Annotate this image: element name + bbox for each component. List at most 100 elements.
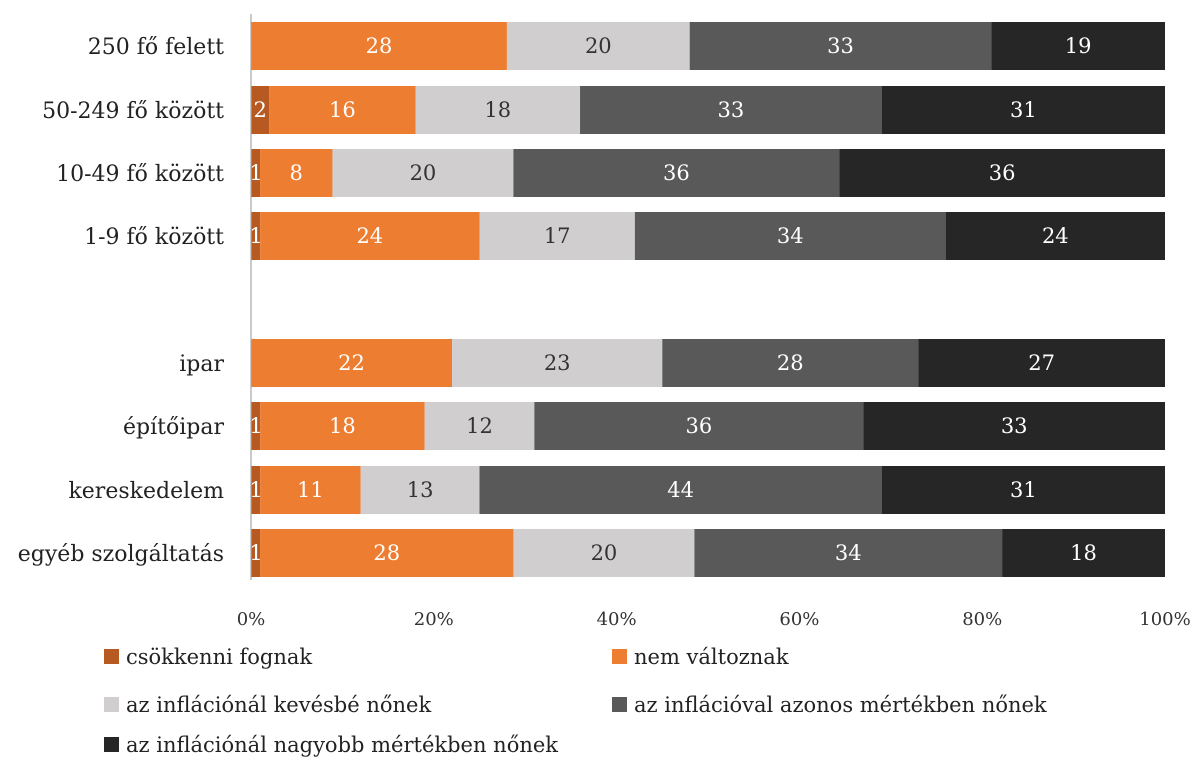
bar-segment <box>260 529 514 577</box>
bar-segment <box>534 402 864 450</box>
bar-segment <box>881 466 1165 514</box>
bar-segment <box>260 466 361 514</box>
legend-swatch <box>612 649 627 664</box>
bar-segment <box>251 212 261 260</box>
bar-segment <box>580 86 882 134</box>
data-label: 33 <box>717 98 744 122</box>
bar-segment <box>332 149 514 197</box>
bar-segment <box>839 149 1165 197</box>
bar-segment <box>945 212 1165 260</box>
data-label: 11 <box>297 478 324 502</box>
data-label: 20 <box>585 34 612 58</box>
bar-segment <box>881 86 1165 134</box>
category-label: 50-249 fő között <box>42 99 224 124</box>
data-label: 36 <box>685 414 712 438</box>
legend-swatch <box>104 649 119 664</box>
category-label: egyéb szolgáltatás <box>18 542 224 567</box>
legend-label: csökkenni fognak <box>126 645 312 669</box>
data-label: 13 <box>407 478 434 502</box>
legend-label: az inflációval azonos mértékben nőnek <box>634 693 1047 717</box>
x-tick-label: 40% <box>597 609 637 630</box>
data-label: 18 <box>329 414 356 438</box>
legend: csökkenni fognak nem változnak az infláció… <box>104 645 1047 757</box>
data-label: 27 <box>1028 351 1055 375</box>
bar-segment <box>991 22 1165 70</box>
bar-segment <box>662 339 919 387</box>
data-label: 2 <box>253 98 266 122</box>
data-label: 20 <box>410 161 437 185</box>
data-label: 28 <box>366 34 393 58</box>
data-label: 28 <box>777 351 804 375</box>
data-label: 1 <box>249 478 262 502</box>
bar-segment <box>479 466 882 514</box>
data-label: 23 <box>544 351 571 375</box>
data-label: 36 <box>663 161 690 185</box>
x-tick-label: 0% <box>237 609 266 630</box>
bar-segment <box>424 402 535 450</box>
data-label: 16 <box>329 98 356 122</box>
data-label: 17 <box>544 224 571 248</box>
bar-segment <box>269 86 416 134</box>
x-tick-label: 60% <box>779 609 819 630</box>
legend-swatch <box>104 737 119 752</box>
bars-layer: 28 20 33 19 2 16 18 33 31 1 8 20 36 36 1 24 17 34 24 22 23 28… <box>249 22 1165 577</box>
legend-swatch <box>612 697 627 712</box>
data-label: 36 <box>989 161 1016 185</box>
bar-segment <box>694 529 1003 577</box>
category-labels: 250 fő felett 50-249 fő között 10-49 fő kö… <box>18 35 225 567</box>
bar-segment <box>251 86 270 134</box>
data-label: 22 <box>338 351 365 375</box>
bar-segment <box>479 212 635 260</box>
category-label: 250 fő felett <box>88 35 224 60</box>
bar-segment <box>513 529 695 577</box>
data-label: 12 <box>466 414 493 438</box>
data-label: 34 <box>835 541 862 565</box>
category-label: 10-49 fő között <box>56 162 224 187</box>
data-label: 1 <box>249 161 262 185</box>
bar-segment <box>863 402 1165 450</box>
bar-segment <box>506 22 690 70</box>
data-label: 33 <box>827 34 854 58</box>
data-label: 33 <box>1001 414 1028 438</box>
data-label: 18 <box>484 98 511 122</box>
category-label: 1-9 fő között <box>84 225 224 250</box>
category-label: ipar <box>179 352 224 377</box>
data-label: 19 <box>1065 34 1092 58</box>
data-label: 18 <box>1070 541 1097 565</box>
legend-label: az inflációnál kevésbé nőnek <box>126 693 431 717</box>
bar-segment <box>360 466 480 514</box>
data-label: 24 <box>356 224 383 248</box>
bar-segment <box>251 22 507 70</box>
data-label: 1 <box>249 541 262 565</box>
bar-segment <box>251 529 261 577</box>
bar-segment <box>251 339 453 387</box>
bar-segment <box>1002 529 1165 577</box>
data-label: 24 <box>1042 224 1069 248</box>
data-label: 31 <box>1010 478 1037 502</box>
bar-segment <box>513 149 840 197</box>
bar-segment <box>689 22 992 70</box>
x-tick-label: 80% <box>962 609 1002 630</box>
bar-segment <box>260 402 425 450</box>
bar-segment <box>415 86 581 134</box>
data-label: 44 <box>667 478 694 502</box>
data-label: 20 <box>591 541 618 565</box>
category-label: építőipar <box>123 415 224 440</box>
category-label: kereskedelem <box>68 479 224 504</box>
x-tick-label: 100% <box>1139 609 1190 630</box>
data-label: 1 <box>249 224 262 248</box>
bar-segment <box>452 339 663 387</box>
data-label: 31 <box>1010 98 1037 122</box>
bar-segment <box>251 149 261 197</box>
legend-label: az inflációnál nagyobb mértékben nőnek <box>126 733 558 757</box>
bar-segment <box>251 402 261 450</box>
bar-segment <box>918 339 1165 387</box>
x-tick-label: 20% <box>414 609 454 630</box>
bar-segment <box>260 149 333 197</box>
bar-segment <box>251 466 261 514</box>
data-label: 1 <box>249 414 262 438</box>
legend-label: nem változnak <box>634 645 789 669</box>
bar-segment <box>634 212 946 260</box>
bar-segment <box>260 212 480 260</box>
